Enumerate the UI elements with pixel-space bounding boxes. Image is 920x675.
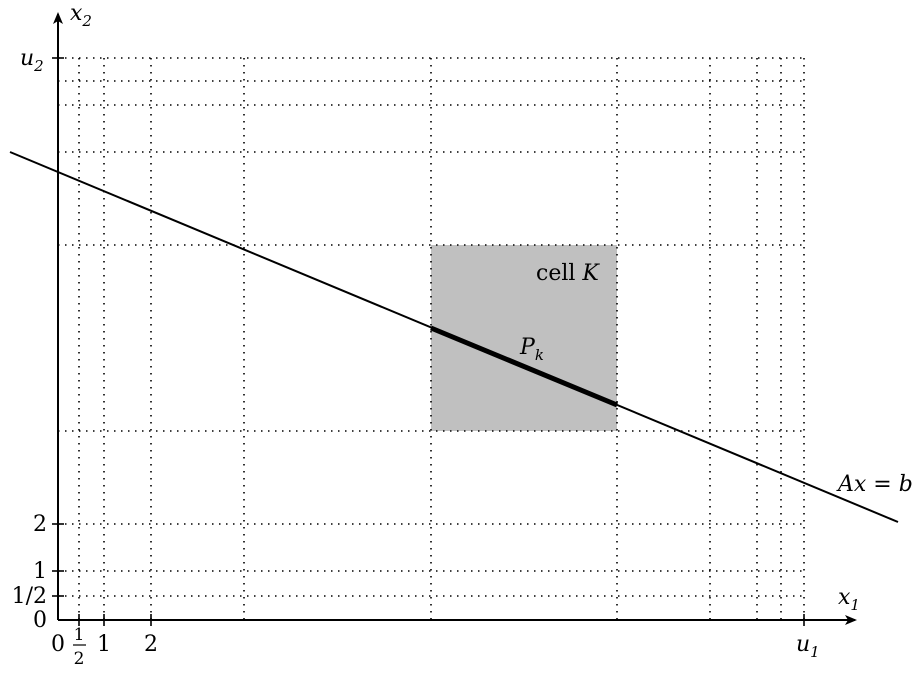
x-axis-label: x1: [838, 585, 860, 614]
x-tick-label-half: 1 2: [73, 625, 86, 669]
y-tick-label-half: 1/2: [12, 584, 47, 609]
vertical-grid-lines: [78, 58, 805, 620]
x-tick-label-0: 0: [51, 632, 65, 657]
cell-k: [431, 245, 617, 431]
hyperplane-label: Ax = b: [836, 472, 913, 497]
y-tick-label-0: 0: [33, 608, 47, 633]
x-tick-label-1: 1: [97, 632, 111, 657]
cell-k-label: cell K: [536, 261, 600, 286]
axis-ticks: [52, 57, 805, 626]
y-tick-label-2: 2: [33, 512, 47, 537]
polytope-segment: [430, 325, 618, 408]
y-tick-label-u2: u2: [20, 46, 44, 75]
y-tick-label-1: 1: [33, 559, 47, 584]
polytope-label: Pk: [519, 335, 544, 364]
x-tick-label-2: 2: [144, 632, 158, 657]
x-tick-half-denominator: 2: [74, 649, 85, 669]
y-axis-label: x2: [70, 1, 92, 30]
x-tick-label-u1: u1: [796, 632, 820, 661]
x-tick-half-numerator: 1: [74, 625, 85, 645]
